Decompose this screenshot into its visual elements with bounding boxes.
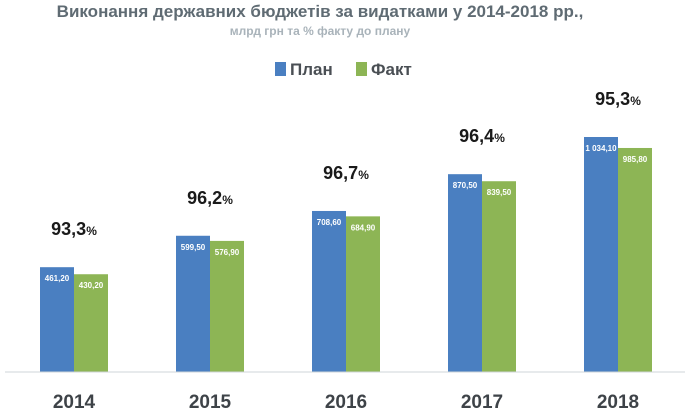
x-tick-label-2018: 2018 [597,392,639,413]
x-tick-label-2017: 2017 [461,392,503,413]
data-label-fact-2017: 839,50 [487,188,512,197]
bar-fact-2015 [210,240,244,372]
data-label-plan-2017: 870,50 [453,181,478,190]
x-tick-label-2016: 2016 [325,392,367,413]
data-label-plan-2018: 1 034,10 [585,144,617,153]
bar-fact-2014 [74,274,108,372]
data-label-fact-2014: 430,20 [79,281,104,290]
bar-plan-2015 [176,235,210,372]
bar-plan-2016 [312,210,346,372]
bars-group: 461,20 430,20 93,3% 599,50 576,90 96,2% 708,60… [40,89,652,372]
bar-plan-2018 [584,137,618,372]
x-tick-label-2014: 2014 [53,392,96,413]
legend-swatch-plan [275,62,286,76]
percent-label-2015: 96,2% [187,188,233,208]
x-axis-ticks: 2014 2015 2016 2017 2018 [53,392,639,413]
percent-label-2018: 95,3% [595,89,641,109]
bar-plan-2014 [40,267,74,372]
data-label-fact-2018: 985,80 [623,155,648,164]
percent-label-2016: 96,7% [323,163,369,183]
chart-subtitle: млрд грн та % факту до плану [229,24,411,38]
data-label-fact-2015: 576,90 [215,248,240,257]
data-label-plan-2016: 708,60 [317,218,342,227]
percent-label-2017: 96,4% [459,126,505,146]
legend-label-plan: План [290,60,333,79]
bar-plan-2017 [448,174,482,372]
percent-label-2014: 93,3% [51,219,97,239]
bar-fact-2016 [346,216,380,372]
bar-fact-2018 [618,147,652,372]
chart-title: Виконання державних бюджетів за видаткам… [56,2,584,21]
legend: План Факт [275,60,412,79]
legend-label-fact: Факт [371,60,412,79]
legend-swatch-fact [356,62,367,76]
x-tick-label-2015: 2015 [189,392,232,413]
data-label-plan-2015: 599,50 [181,243,206,252]
bar-fact-2017 [482,181,516,372]
data-label-plan-2014: 461,20 [45,274,70,283]
data-label-fact-2016: 684,90 [351,223,376,232]
